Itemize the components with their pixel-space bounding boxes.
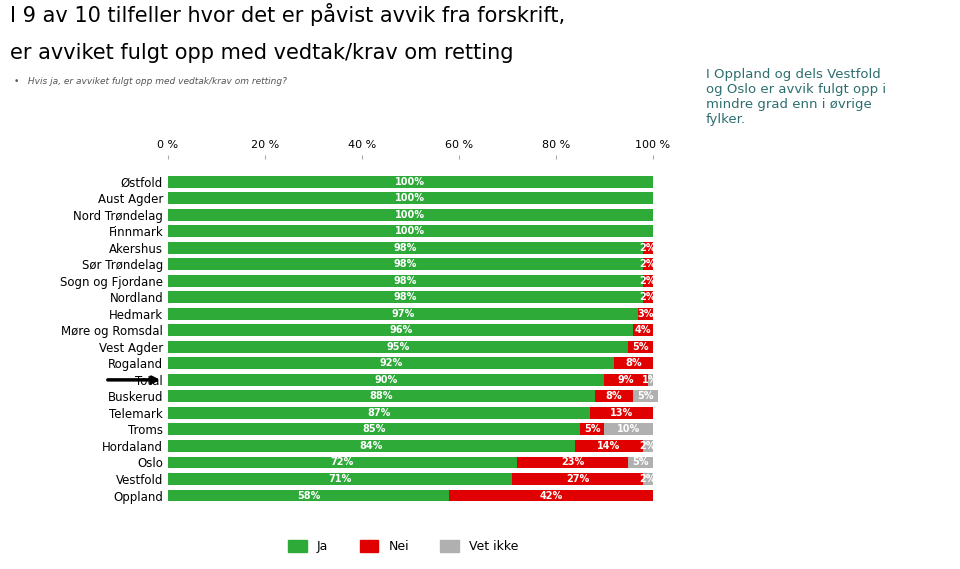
Text: 5%: 5% <box>633 457 649 468</box>
Text: I 9 av 10 tilfeller hvor det er påvist avvik fra forskrift,: I 9 av 10 tilfeller hvor det er påvist a… <box>10 3 564 26</box>
Bar <box>168 489 449 501</box>
Text: er avviket fulgt opp med vedtak/krav om retting: er avviket fulgt opp med vedtak/krav om … <box>10 43 513 63</box>
Text: 3%: 3% <box>637 309 654 319</box>
Bar <box>580 423 604 435</box>
Text: 27%: 27% <box>565 474 589 484</box>
Legend: Ja, Nei, Vet ikke: Ja, Nei, Vet ikke <box>283 535 523 558</box>
Bar <box>575 440 643 452</box>
Text: 98%: 98% <box>394 259 418 269</box>
Text: 100%: 100% <box>396 193 425 203</box>
Bar <box>168 456 516 468</box>
Text: 5%: 5% <box>637 391 654 401</box>
Text: 100%: 100% <box>396 176 425 187</box>
Bar <box>629 341 653 353</box>
Bar <box>168 192 653 204</box>
Text: 58%: 58% <box>297 490 321 501</box>
Text: 2%: 2% <box>639 441 656 451</box>
Bar <box>168 308 638 320</box>
Text: 8%: 8% <box>625 358 641 368</box>
Bar <box>643 242 653 254</box>
Text: •   Hvis ja, er avviket fulgt opp med vedtak/krav om retting?: • Hvis ja, er avviket fulgt opp med vedt… <box>14 77 287 86</box>
Text: 72%: 72% <box>331 457 354 468</box>
Text: 92%: 92% <box>379 358 402 368</box>
Text: 9%: 9% <box>617 375 635 385</box>
Text: 96%: 96% <box>389 325 412 335</box>
Bar <box>512 473 643 485</box>
Text: 5%: 5% <box>633 342 649 352</box>
Bar <box>604 374 648 386</box>
Bar <box>589 407 653 419</box>
Text: 98%: 98% <box>394 292 418 302</box>
Text: I Oppland og dels Vestfold
og Oslo er avvik fulgt opp i
mindre grad enn i øvrige: I Oppland og dels Vestfold og Oslo er av… <box>706 68 886 126</box>
Bar <box>643 473 653 485</box>
Bar <box>168 473 512 485</box>
Bar <box>168 176 653 188</box>
Text: 85%: 85% <box>362 424 386 435</box>
Bar <box>613 357 653 369</box>
Bar <box>638 308 653 320</box>
Text: 2%: 2% <box>639 242 656 253</box>
Text: 88%: 88% <box>370 391 393 401</box>
Text: 100%: 100% <box>396 209 425 220</box>
Bar <box>168 225 653 237</box>
Bar <box>643 275 653 287</box>
Text: 95%: 95% <box>387 342 410 352</box>
Text: 13%: 13% <box>610 408 633 418</box>
Bar <box>643 258 653 270</box>
Bar <box>168 357 613 369</box>
Bar <box>594 390 634 402</box>
Bar <box>168 209 653 221</box>
Bar <box>634 324 653 336</box>
Bar <box>168 440 575 452</box>
Bar <box>168 258 643 270</box>
Bar <box>648 374 653 386</box>
Text: 5%: 5% <box>584 424 600 435</box>
Text: 23%: 23% <box>561 457 585 468</box>
Text: 10%: 10% <box>617 424 640 435</box>
Text: 2%: 2% <box>639 276 656 286</box>
Text: 4%: 4% <box>635 325 651 335</box>
Text: 90%: 90% <box>374 375 397 385</box>
Bar <box>168 374 604 386</box>
Text: 2%: 2% <box>639 474 656 484</box>
Text: 100%: 100% <box>396 226 425 236</box>
Bar <box>449 489 653 501</box>
Text: 71%: 71% <box>328 474 351 484</box>
Bar <box>168 423 580 435</box>
Text: 98%: 98% <box>394 276 418 286</box>
Bar <box>168 275 643 287</box>
Text: 1%: 1% <box>642 375 659 385</box>
Bar <box>168 407 589 419</box>
Bar <box>643 440 653 452</box>
Text: 97%: 97% <box>392 309 415 319</box>
Bar <box>168 390 594 402</box>
Bar <box>168 324 634 336</box>
Bar <box>643 291 653 303</box>
Text: 2%: 2% <box>639 259 656 269</box>
Bar <box>168 341 629 353</box>
Text: 8%: 8% <box>606 391 622 401</box>
Bar <box>168 242 643 254</box>
Bar <box>634 390 658 402</box>
Text: 84%: 84% <box>360 441 383 451</box>
Bar <box>629 456 653 468</box>
Text: 98%: 98% <box>394 242 418 253</box>
Text: 14%: 14% <box>597 441 621 451</box>
Bar <box>604 423 653 435</box>
Bar <box>168 291 643 303</box>
Text: 42%: 42% <box>540 490 563 501</box>
Bar <box>516 456 629 468</box>
Text: 87%: 87% <box>367 408 391 418</box>
Text: 2%: 2% <box>639 292 656 302</box>
